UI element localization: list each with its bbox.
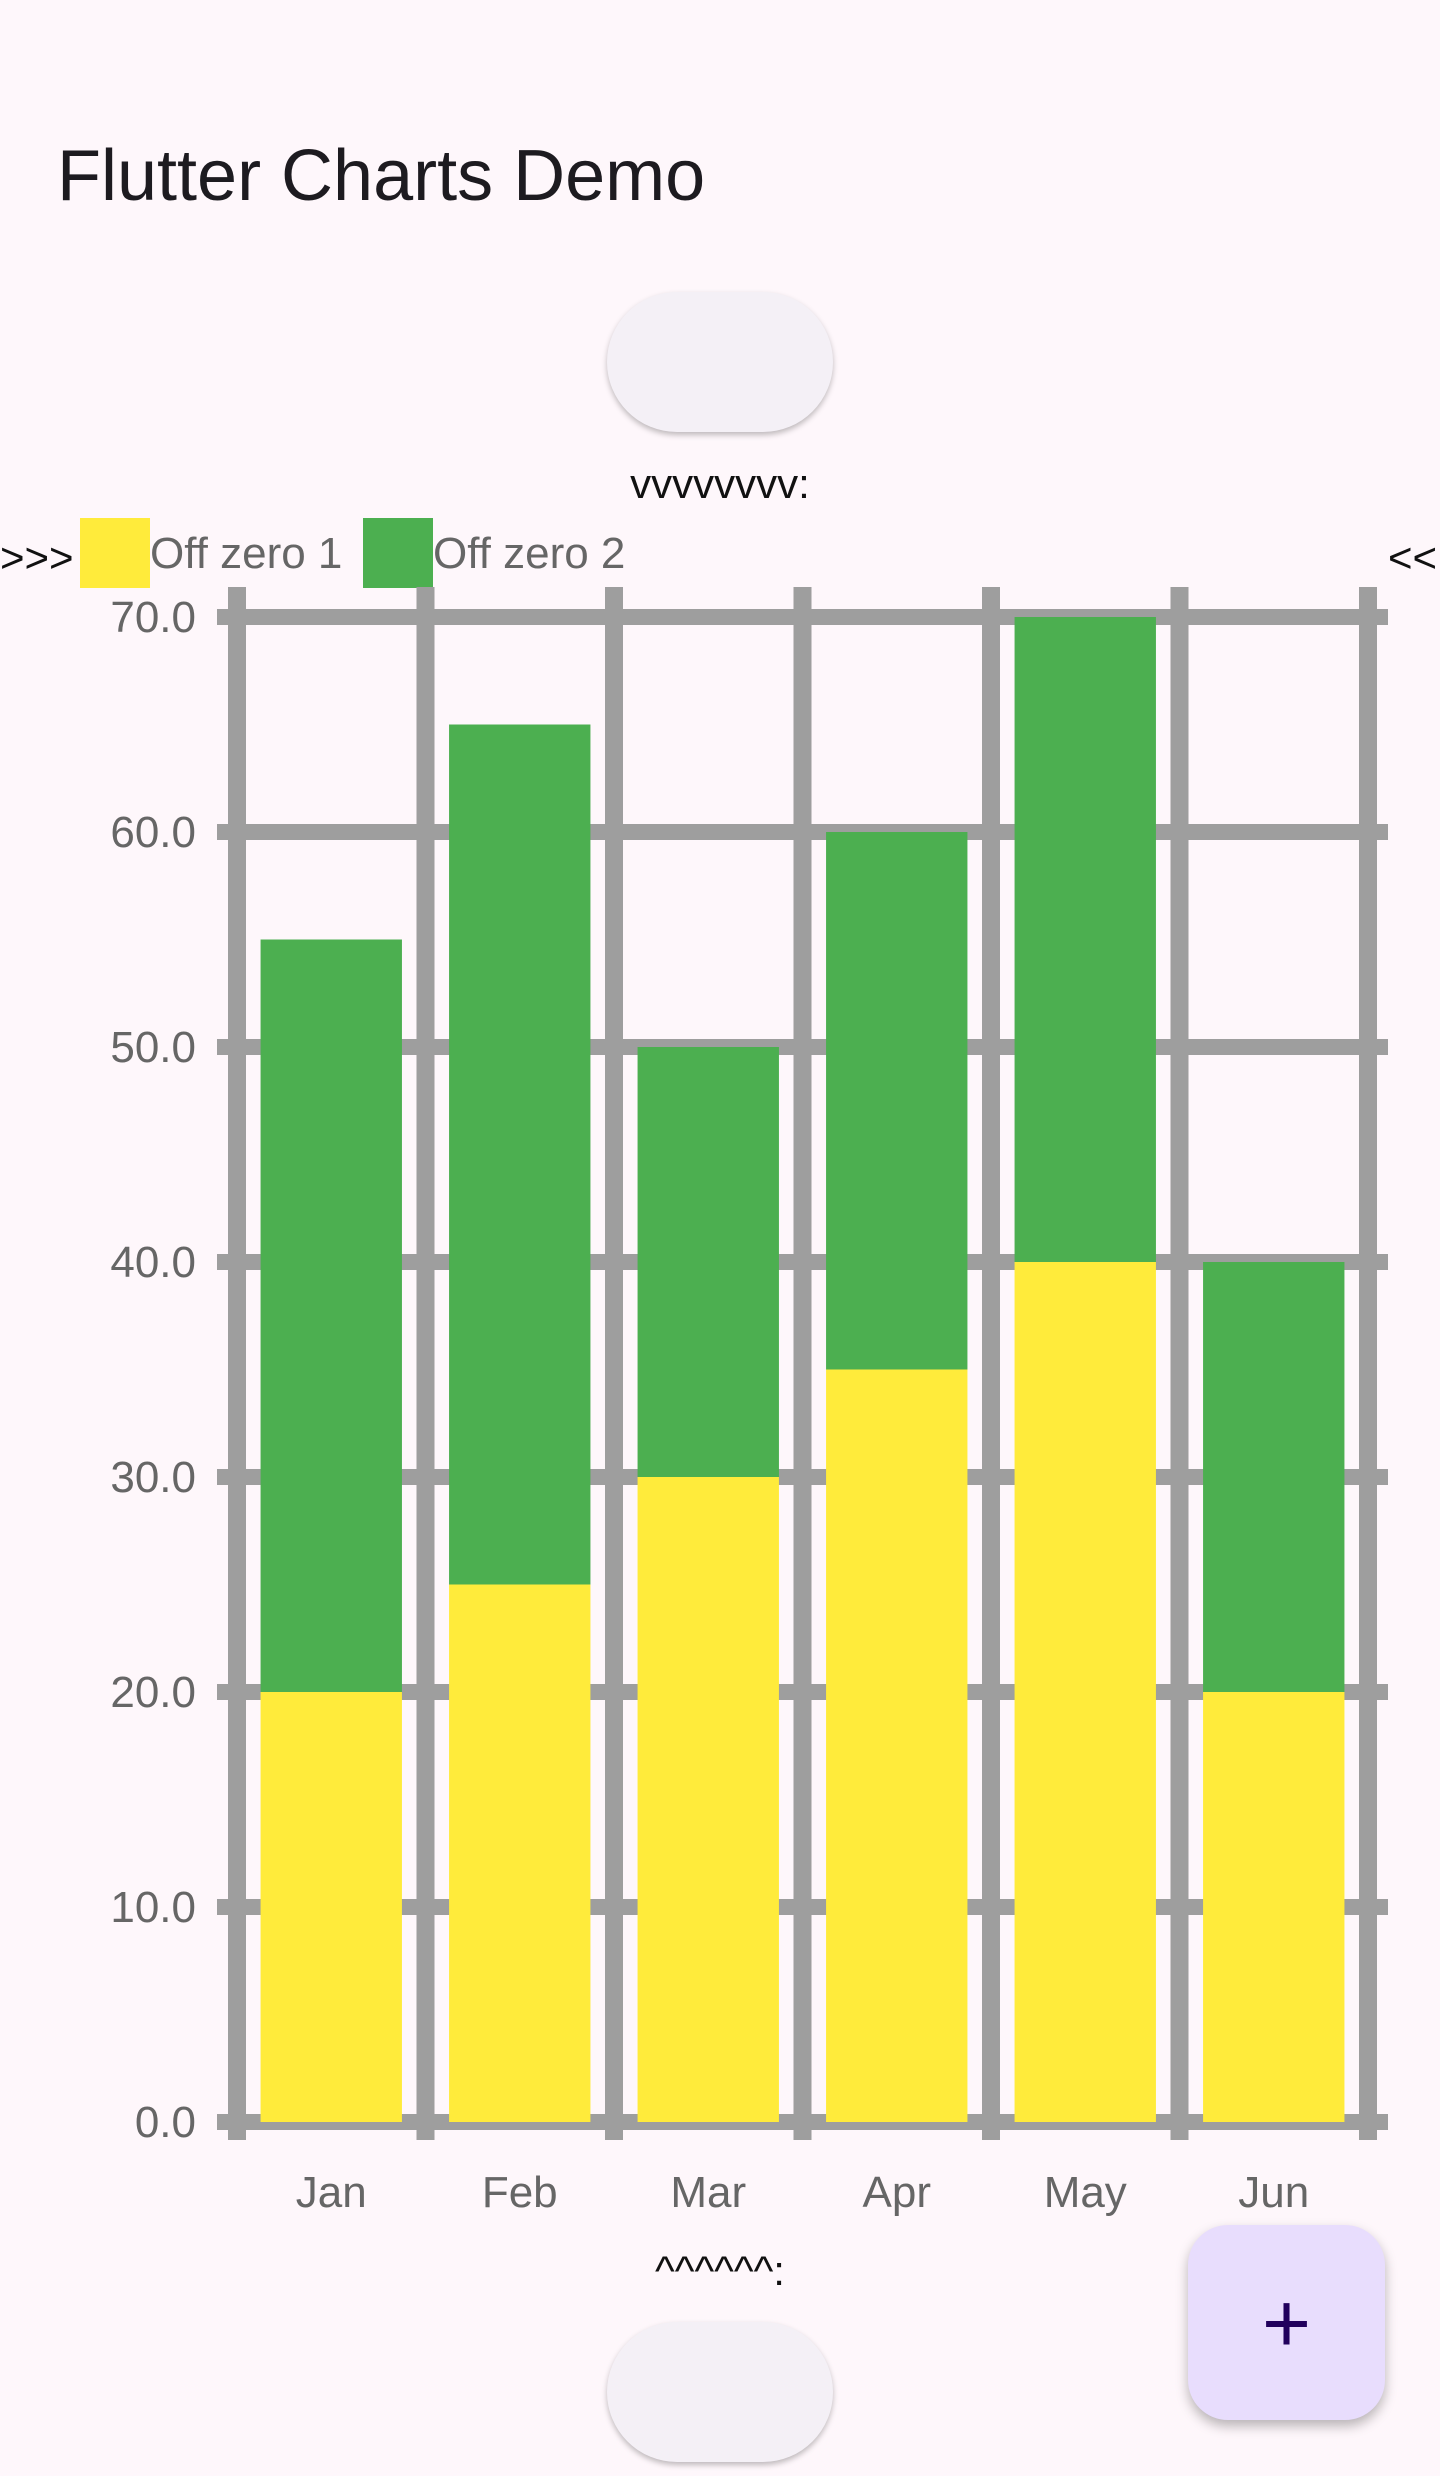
top-marker: vvvvvvvv: (630, 460, 810, 507)
legend-label-series-2: Off zero 2 (433, 529, 626, 578)
bar-mar-series-1 (637, 1477, 779, 2122)
grid-layer (217, 587, 1388, 2140)
x-tick-label: Feb (482, 2168, 558, 2217)
legend-swatch-series-2 (363, 518, 433, 588)
legend-swatch-series-1 (80, 518, 150, 588)
y-tick-label: 30.0 (110, 1453, 196, 1502)
bottom-marker: ^^^^^^: (655, 2247, 785, 2294)
x-tick-layer: Jan Feb Mar Apr May Jun (296, 2168, 1309, 2217)
bar-layer (260, 617, 1345, 2122)
y-tick-label: 70.0 (110, 593, 196, 642)
bar-jan-series-2 (260, 939, 402, 1692)
bar-jan-series-1 (260, 1692, 402, 2122)
y-tick-layer: 0.0 10.0 20.0 30.0 40.0 50.0 60.0 70.0 (110, 593, 196, 2147)
add-fab-button[interactable]: + (1188, 2225, 1385, 2420)
x-tick-label: Jan (296, 2168, 367, 2217)
bottom-pill-button[interactable] (607, 2322, 833, 2462)
y-tick-label: 50.0 (110, 1023, 196, 1072)
app-title: Flutter Charts Demo (57, 136, 706, 216)
bar-jun-series-1 (1203, 1692, 1345, 2122)
bar-may-series-2 (1014, 617, 1156, 1262)
left-marker: >>> (0, 534, 74, 581)
x-tick-label: Mar (670, 2168, 746, 2217)
x-tick-label: Jun (1238, 2168, 1309, 2217)
bar-mar-series-2 (637, 1047, 779, 1477)
y-tick-label: 40.0 (110, 1238, 196, 1287)
bar-feb-series-2 (449, 724, 591, 1585)
bar-jun-series-2 (1203, 1262, 1345, 1692)
x-tick-label: May (1044, 2168, 1127, 2217)
y-tick-label: 60.0 (110, 808, 196, 857)
legend-label-series-1: Off zero 1 (150, 529, 343, 578)
bar-feb-series-1 (449, 1584, 591, 2122)
top-pill-button[interactable] (607, 292, 833, 432)
bar-apr-series-1 (826, 1369, 968, 2122)
y-tick-label: 0.0 (135, 2098, 196, 2147)
plus-icon: + (1261, 2275, 1312, 2370)
right-marker: << (1388, 534, 1438, 581)
y-tick-label: 20.0 (110, 1668, 196, 1717)
bar-apr-series-2 (826, 832, 968, 1370)
x-tick-label: Apr (863, 2168, 931, 2217)
y-tick-label: 10.0 (110, 1883, 196, 1932)
bar-may-series-1 (1014, 1262, 1156, 2122)
